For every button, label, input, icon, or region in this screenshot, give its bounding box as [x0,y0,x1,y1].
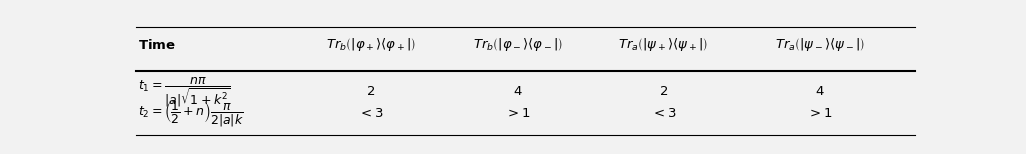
Text: $\mathbf{\mathit{Tr}}_{\mathbf{\mathit{a}}}\left(|\psi_-\rangle\langle\psi_-|\ri: $\mathbf{\mathit{Tr}}_{\mathbf{\mathit{a… [775,36,865,53]
Text: $2$: $2$ [659,85,668,99]
Text: $\bf{Time}$: $\bf{Time}$ [137,38,175,52]
Text: $t_2 = \left(\dfrac{1}{2}+n\right)\dfrac{\pi}{2|a|k}$: $t_2 = \left(\dfrac{1}{2}+n\right)\dfrac… [137,99,243,128]
Text: $t_1 = \dfrac{n\pi}{|a|\sqrt{1+k^2}}$: $t_1 = \dfrac{n\pi}{|a|\sqrt{1+k^2}}$ [137,75,231,109]
Text: $> 1$: $> 1$ [807,107,833,120]
Text: $< 3$: $< 3$ [650,107,676,120]
Text: $< 3$: $< 3$ [358,107,384,120]
Text: $\mathbf{\mathit{Tr}}_{\mathbf{\mathit{b}}}\left(|\varphi_+\rangle\langle\varphi: $\mathbf{\mathit{Tr}}_{\mathbf{\mathit{b… [325,36,416,53]
Text: $\mathbf{\mathit{Tr}}_{\mathbf{\mathit{a}}}\left(|\psi_+\rangle\langle\psi_+|\ri: $\mathbf{\mathit{Tr}}_{\mathbf{\mathit{a… [619,36,708,53]
Text: $4$: $4$ [816,85,825,99]
Text: $2$: $2$ [366,85,376,99]
Text: $\mathbf{\mathit{Tr}}_{\mathbf{\mathit{b}}}\left(|\varphi_-\rangle\langle\varphi: $\mathbf{\mathit{Tr}}_{\mathbf{\mathit{b… [473,36,563,53]
Text: $4$: $4$ [513,85,522,99]
Text: $> 1$: $> 1$ [505,107,530,120]
